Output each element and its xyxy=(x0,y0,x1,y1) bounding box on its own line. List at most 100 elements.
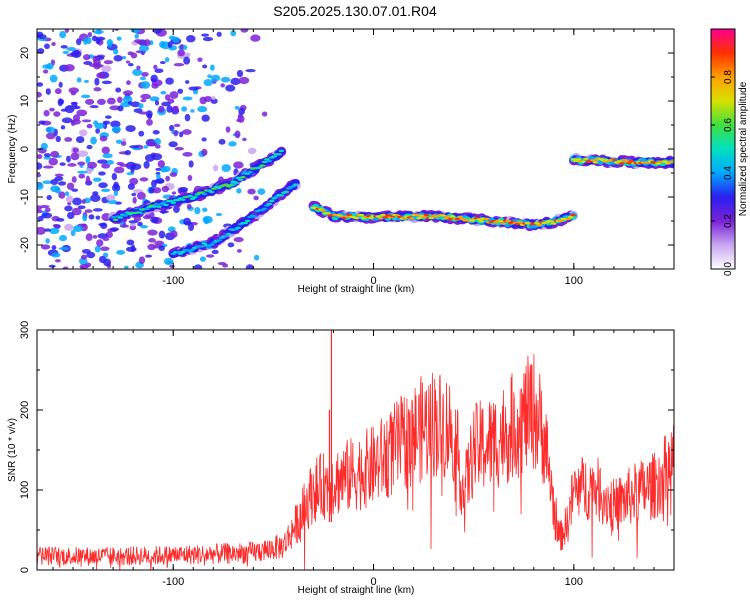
heatmap-noise-blob xyxy=(140,225,149,229)
heatmap-noise-blob xyxy=(169,172,178,177)
heatmap-noise-blob xyxy=(173,123,181,128)
heatmap-noise-blob xyxy=(104,115,112,119)
heatmap-noise-blob xyxy=(147,243,156,251)
heatmap-noise-blob xyxy=(43,165,54,169)
heatmap-noise-blob xyxy=(211,96,216,100)
heatmap-track-lower_branch xyxy=(199,245,205,248)
heatmap-noise-blob xyxy=(116,250,126,255)
heatmap-noise-blob xyxy=(169,91,179,99)
heatmap-noise-blob xyxy=(70,229,76,237)
snr-ytick-label-2: 200 xyxy=(19,401,31,419)
snr-ytick-label-0: 0 xyxy=(19,567,31,573)
heatmap-noise-blob xyxy=(162,166,171,173)
heatmap-noise-blob xyxy=(39,204,50,209)
heatmap-noise-blob xyxy=(210,98,218,104)
heatmap-noise-blob xyxy=(113,48,119,55)
heatmap-noise-blob xyxy=(167,41,173,48)
heatmap-plot-area xyxy=(37,29,674,269)
heatmap-noise-blob xyxy=(40,142,48,150)
heatmap-noise-blob xyxy=(185,80,190,84)
heatmap-track-low_branch xyxy=(261,160,268,164)
heatmap-noise-blob xyxy=(147,141,158,147)
snr-x-label: Height of straight line (km) xyxy=(298,585,415,596)
heatmap-noise-blob xyxy=(37,162,43,170)
heatmap-noise-blob xyxy=(130,52,138,59)
heatmap-track-main_track xyxy=(382,216,389,219)
heatmap-noise-blob xyxy=(172,105,179,110)
heatmap-noise-blob xyxy=(50,150,60,158)
heatmap-track-upper_track xyxy=(669,160,674,163)
heatmap-track-low_branch xyxy=(278,149,285,153)
heatmap-noise-blob xyxy=(148,187,154,194)
heatmap-track-main_track xyxy=(375,215,382,218)
snr-xtick-label-2: 100 xyxy=(565,576,583,588)
heatmap-noise-blob xyxy=(76,77,82,83)
heatmap-noise-blob xyxy=(230,77,241,86)
heatmap-noise-blob xyxy=(133,108,143,113)
heatmap-track-main_track xyxy=(567,215,574,219)
heatmap-noise-blob xyxy=(245,264,254,269)
heatmap-noise-blob xyxy=(77,150,89,157)
heatmap-noise-blob xyxy=(170,230,178,238)
heatmap-noise-blob xyxy=(43,153,51,158)
heatmap-noise-blob xyxy=(253,195,259,201)
heatmap-noise-blob xyxy=(225,126,231,133)
heatmap-noise-blob xyxy=(178,186,189,193)
heatmap-noise-blob xyxy=(205,254,215,258)
heatmap-noise-blob xyxy=(97,233,108,239)
heatmap-noise-blob xyxy=(81,119,92,123)
heatmap-noise-blob xyxy=(203,216,209,225)
heatmap-noise-blob xyxy=(233,161,244,169)
heatmap-noise-blob xyxy=(146,118,153,126)
heatmap-noise-blob xyxy=(190,109,195,113)
snr-series-line xyxy=(37,354,674,570)
heatmap-track-lower_branch xyxy=(208,243,215,246)
heatmap-track-upper_track xyxy=(583,157,589,161)
heatmap-noise-blob xyxy=(188,86,199,91)
heatmap-noise-blob xyxy=(77,170,88,174)
heatmap-noise-blob xyxy=(111,126,121,134)
heatmap-track-low_branch xyxy=(228,184,234,187)
heatmap-noise-blob xyxy=(84,98,95,105)
heatmap-noise-blob xyxy=(116,96,123,104)
heatmap-noise-blob xyxy=(201,33,210,37)
heatmap-track-low_branch xyxy=(163,203,169,207)
heatmap-noise-blob xyxy=(42,180,53,185)
heatmap-noise-blob xyxy=(166,105,173,113)
heatmap-track-low_branch xyxy=(167,199,174,203)
heatmap-noise-blob xyxy=(240,29,249,33)
heatmap-noise-blob xyxy=(43,109,50,117)
heatmap-noise-blob xyxy=(116,161,124,166)
heatmap-noise-blob xyxy=(96,239,104,247)
heatmap-track-main_track xyxy=(346,213,353,217)
heatmap-noise-blob xyxy=(45,126,56,133)
heatmap-noise-blob xyxy=(130,101,141,108)
heatmap-track-low_branch xyxy=(276,153,282,156)
heatmap-noise-blob xyxy=(184,113,191,122)
heatmap-noise-blob xyxy=(201,148,208,156)
heatmap-noise-blob xyxy=(179,44,184,50)
heatmap-noise-blob xyxy=(154,240,165,246)
heatmap-noise-blob xyxy=(87,32,93,38)
heatmap-noise-blob xyxy=(37,182,44,190)
heatmap-marks xyxy=(37,29,674,269)
heatmap-track-main_track xyxy=(570,213,576,217)
heatmap-noise-blob xyxy=(182,151,193,157)
heatmap-noise-blob xyxy=(110,227,120,232)
heatmap-noise-blob xyxy=(96,72,106,79)
heatmap-noise-blob xyxy=(129,222,136,227)
snr-ticks: -100 0 100 0 100 200 300 xyxy=(19,321,675,588)
heatmap-noise-blob xyxy=(37,154,43,160)
heatmap-noise-blob xyxy=(64,205,73,212)
heatmap-noise-blob xyxy=(181,106,188,112)
heatmap-track-main_track xyxy=(324,212,331,215)
heatmap-noise-blob xyxy=(159,210,169,214)
heatmap-noise-blob xyxy=(138,45,150,52)
heatmap-noise-blob xyxy=(92,29,104,34)
heatmap-xtick-label-0: -100 xyxy=(162,275,184,287)
heatmap-noise-blob xyxy=(186,203,192,209)
heatmap-track-upper_track xyxy=(575,158,582,161)
heatmap-track-main_track xyxy=(478,220,485,223)
heatmap-noise-blob xyxy=(101,80,112,85)
